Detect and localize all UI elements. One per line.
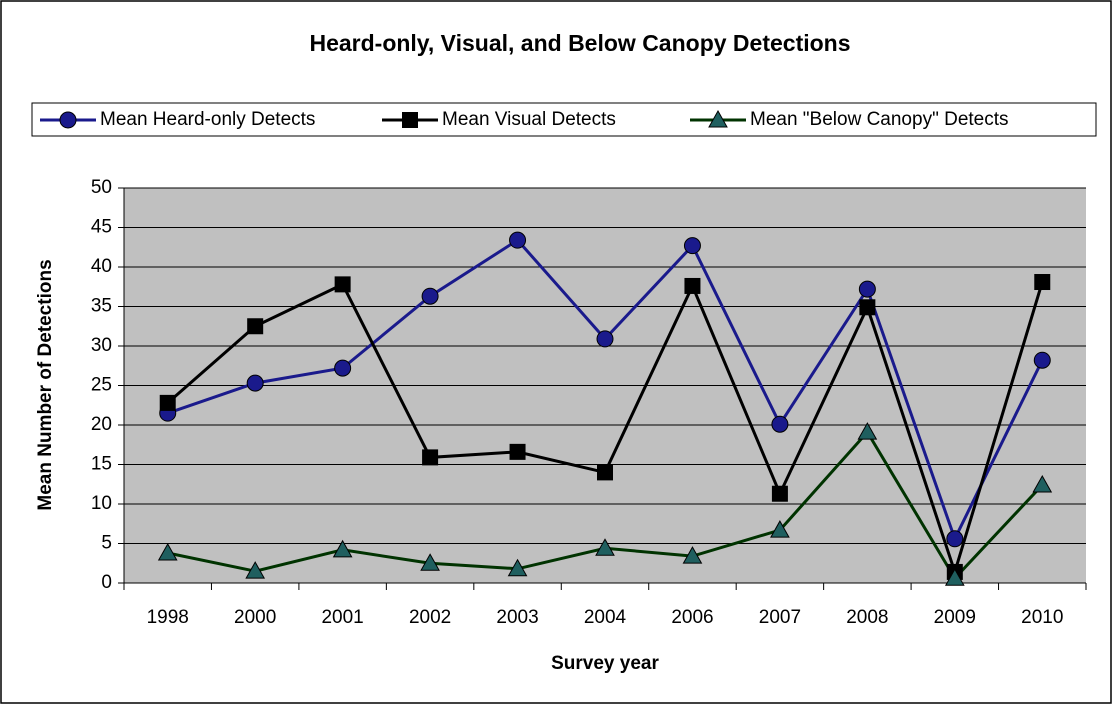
data-point — [507, 558, 528, 577]
y-tick-label: 35 — [91, 296, 112, 317]
data-point — [422, 449, 439, 466]
x-tick-label: 2004 — [584, 607, 627, 628]
data-point — [771, 415, 789, 433]
y-tick-label: 30 — [91, 335, 112, 356]
legend-label: Mean Heard-only Detects — [100, 109, 315, 130]
x-tick-label: 2001 — [321, 607, 363, 628]
data-point — [684, 277, 701, 294]
legend-label: Mean Visual Detects — [442, 109, 616, 130]
y-tick-label: 20 — [91, 414, 112, 435]
data-point — [159, 394, 176, 411]
x-axis-title: Survey year — [551, 653, 659, 674]
data-point — [420, 553, 440, 571]
data-point — [332, 539, 353, 558]
legend-marker — [59, 111, 77, 129]
legend-label: Mean "Below Canopy" Detects — [750, 109, 1009, 130]
data-point — [595, 538, 615, 556]
x-tick-label: 2007 — [759, 607, 801, 628]
data-point — [1032, 475, 1053, 493]
data-point — [247, 318, 264, 335]
x-tick-label: 1998 — [147, 607, 189, 628]
x-tick-label: 2008 — [846, 607, 888, 628]
data-point — [334, 359, 352, 377]
legend-box — [31, 102, 1097, 137]
data-point — [859, 299, 876, 316]
y-tick-label: 5 — [101, 533, 112, 554]
y-tick-label: 40 — [91, 256, 112, 277]
data-point — [1033, 351, 1051, 369]
x-tick-label: 2009 — [934, 607, 976, 628]
x-tick-label: 2000 — [234, 607, 276, 628]
y-tick-label: 45 — [91, 217, 112, 238]
chart-title: Heard-only, Visual, and Below Canopy Det… — [309, 30, 850, 56]
data-point — [770, 520, 790, 538]
data-point — [596, 330, 614, 348]
data-point — [334, 276, 351, 293]
data-point — [858, 280, 876, 298]
data-point — [421, 287, 439, 305]
data-point — [509, 443, 526, 460]
data-point — [246, 374, 264, 392]
y-axis-title: Mean Number of Detections — [35, 259, 56, 510]
data-point — [245, 561, 266, 579]
data-point — [157, 542, 178, 561]
data-point — [509, 231, 527, 249]
data-point — [944, 568, 965, 586]
y-tick-label: 0 — [101, 572, 112, 593]
data-point — [771, 485, 788, 502]
y-tick-label: 15 — [91, 454, 112, 475]
y-tick-label: 25 — [91, 375, 112, 396]
data-point — [682, 546, 703, 564]
x-tick-label: 2006 — [671, 607, 713, 628]
data-point — [946, 530, 964, 548]
y-tick-label: 50 — [91, 177, 112, 198]
data-point — [1034, 274, 1051, 291]
legend-marker — [402, 112, 418, 128]
data-point — [683, 237, 701, 255]
x-tick-label: 2003 — [496, 607, 538, 628]
x-tick-label: 2002 — [409, 607, 451, 628]
legend-marker — [708, 109, 728, 128]
y-tick-label: 10 — [91, 493, 112, 514]
data-point — [857, 422, 878, 440]
x-tick-label: 2010 — [1021, 607, 1063, 628]
data-point — [597, 464, 613, 481]
